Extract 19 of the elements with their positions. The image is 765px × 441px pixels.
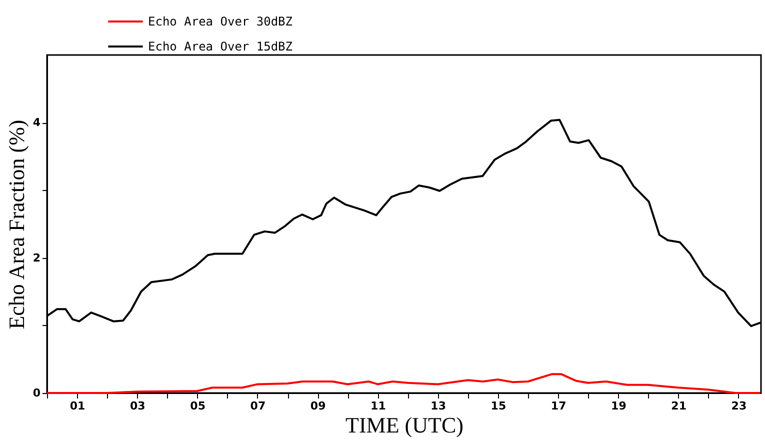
x-tick-label: 01 bbox=[70, 400, 86, 412]
x-tick-label: 23 bbox=[731, 400, 747, 412]
x-tick-label: 15 bbox=[490, 400, 506, 412]
x-tick-label: 11 bbox=[370, 400, 386, 412]
legend-label: Echo Area Over 15dBZ bbox=[148, 40, 292, 54]
legend-label: Echo Area Over 30dBZ bbox=[148, 14, 292, 28]
x-tick-label: 17 bbox=[550, 400, 566, 412]
y-axis-title: Echo Area Fraction (%) bbox=[4, 120, 29, 330]
x-tick-label: 09 bbox=[310, 400, 326, 412]
y-tick-label: 2 bbox=[32, 251, 40, 264]
x-tick-label: 07 bbox=[250, 400, 266, 412]
x-tick-label: 13 bbox=[430, 400, 446, 412]
x-tick-label: 19 bbox=[611, 400, 626, 412]
x-tick-label: 03 bbox=[130, 400, 146, 412]
x-tick-label: 21 bbox=[671, 400, 686, 412]
y-tick-label: 0 bbox=[32, 386, 41, 400]
x-axis-title: TIME (UTC) bbox=[346, 412, 464, 438]
x-tick-label: 05 bbox=[190, 400, 206, 412]
y-tick-label: 4 bbox=[32, 116, 41, 130]
